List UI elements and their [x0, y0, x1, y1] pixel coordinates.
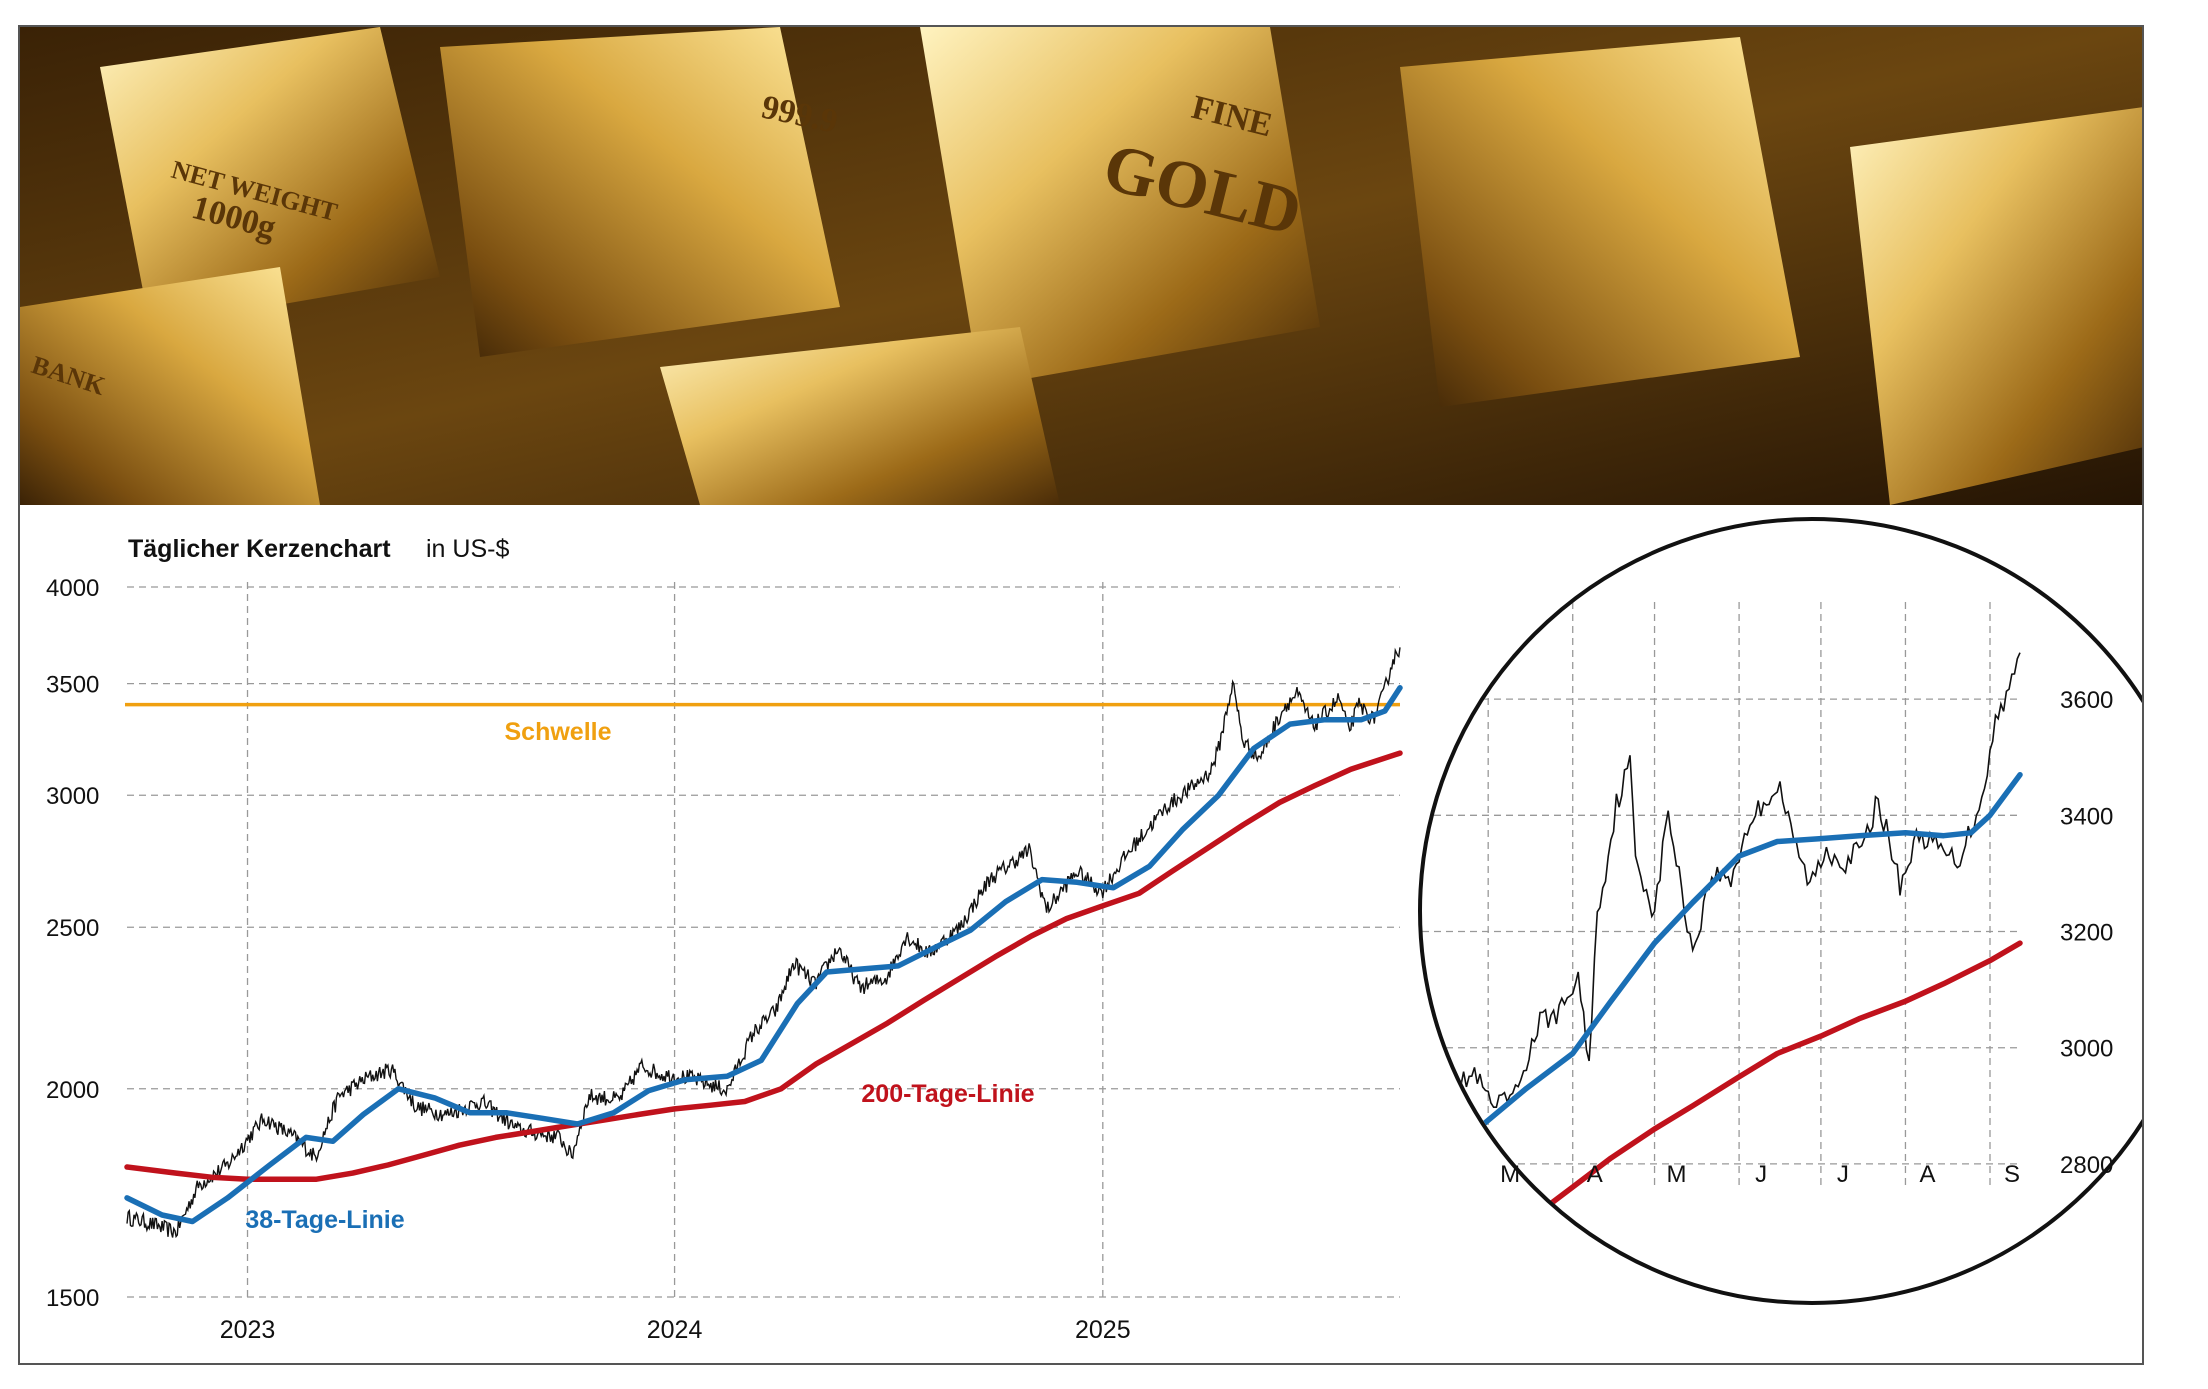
threshold-label: Schwelle	[505, 718, 612, 746]
x-tick-label: 2024	[647, 1316, 703, 1344]
y-tick-label: 1500	[46, 1285, 99, 1312]
zoom-y-tick-label: 3200	[2060, 920, 2113, 947]
chart-frame: NET WEIGHT 1000g 999.9 FINE GOLD BANK Tä…	[18, 25, 2144, 1365]
price-candles	[126, 647, 1401, 1239]
y-tick-label: 2500	[46, 915, 99, 942]
gold-bars-photo: NET WEIGHT 1000g 999.9 FINE GOLD BANK	[20, 27, 2142, 505]
ma200-label: 200-Tage-Linie	[861, 1080, 1034, 1108]
chart-title: Täglicher Kerzenchart	[128, 535, 391, 563]
zoom-x-tick-label: M	[1667, 1161, 1687, 1188]
y-tick-label: 3500	[46, 672, 99, 699]
zoom-circle-border	[1418, 517, 2142, 1305]
zoom-y-tick-label: 2800	[2060, 1152, 2113, 1179]
zoom-x-tick-label: S	[2004, 1161, 2020, 1188]
zoom-y-tick-label: 3400	[2060, 803, 2113, 830]
zoom-y-tick-label: 3000	[2060, 1036, 2113, 1063]
y-tick-label: 4000	[46, 575, 99, 602]
zoom-x-tick-label: J	[1755, 1161, 1767, 1188]
zoom-price-candles	[1451, 652, 2021, 1108]
x-tick-label: 2025	[1075, 1316, 1131, 1344]
gold-bar-shapes	[20, 27, 2142, 505]
chart-unit: in US-$	[426, 535, 509, 563]
zoom-x-tick-label: A	[1587, 1161, 1603, 1188]
zoom-x-tick-label: J	[1837, 1161, 1849, 1188]
ma38-label: 38-Tage-Linie	[245, 1206, 404, 1234]
y-tick-label: 3000	[46, 783, 99, 810]
main-chart: Täglicher Kerzenchart in US-$ 4000 3500 3000…	[46, 535, 1403, 1344]
zoom-y-tick-label: 3600	[2060, 687, 2113, 714]
zoom-x-tick-label: M	[1500, 1161, 1520, 1188]
zoom-chart: 3600 3400 3200 3000 2800 M A M J J A S	[1418, 517, 2142, 1305]
zoom-ma38-line	[1449, 771, 2023, 1153]
ma38-line	[124, 685, 1403, 1225]
y-tick-label: 2000	[46, 1077, 99, 1104]
zoom-x-tick-label: A	[1919, 1161, 1935, 1188]
ma200-line	[124, 750, 1403, 1182]
zoom-circle-bg	[1420, 519, 2142, 1303]
x-tick-label: 2023	[220, 1316, 276, 1344]
